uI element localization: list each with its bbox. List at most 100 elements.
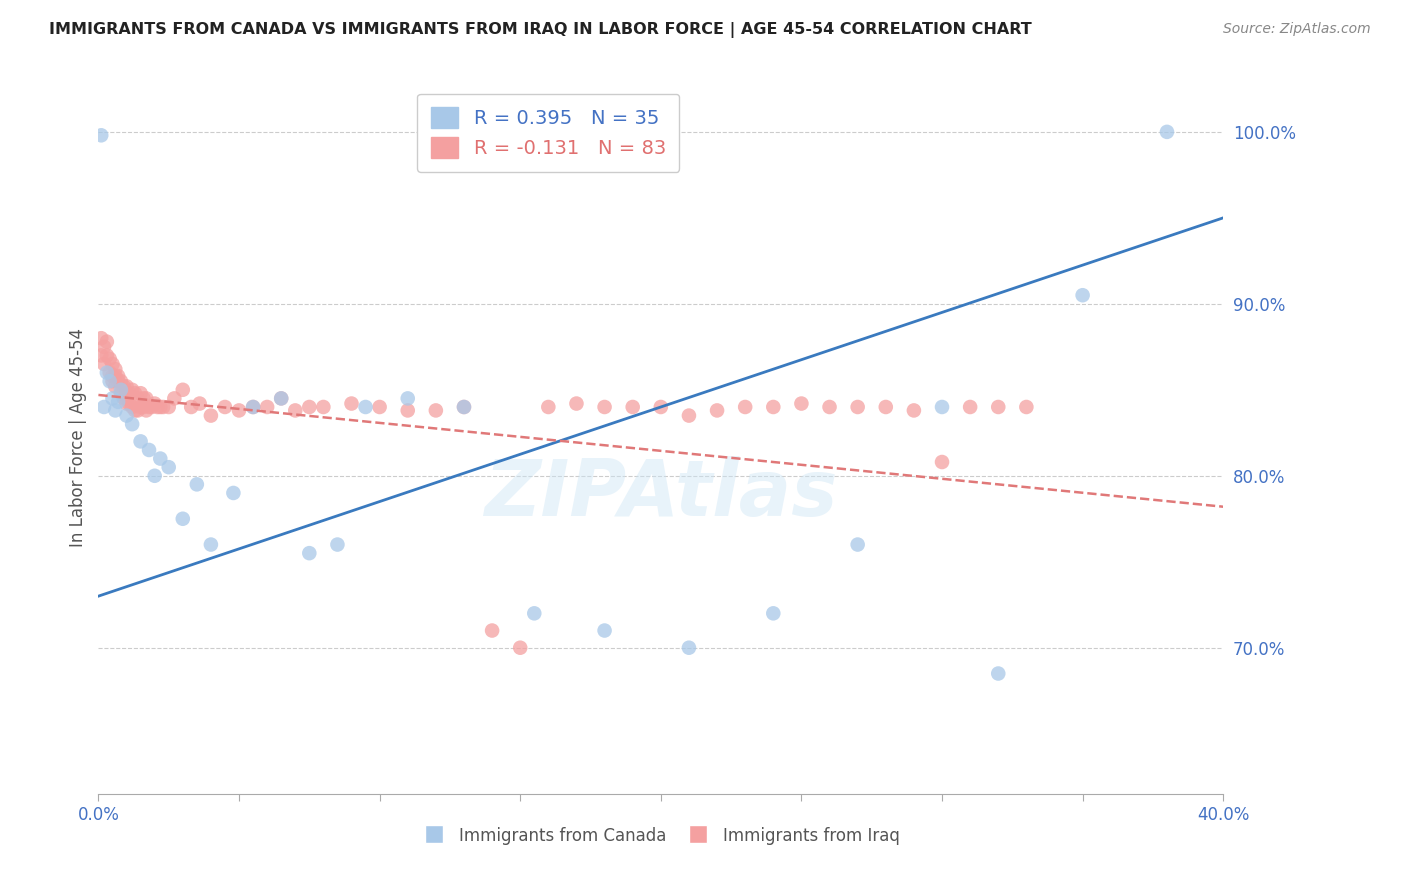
Point — [96, 334, 118, 349]
Point — [734, 400, 756, 414]
Point — [112, 379, 135, 393]
Point — [340, 396, 363, 410]
Point — [762, 607, 785, 621]
Point — [298, 400, 321, 414]
Point — [115, 396, 138, 410]
Point — [135, 403, 157, 417]
Point — [172, 512, 194, 526]
Point — [481, 624, 503, 638]
Point — [650, 400, 672, 414]
Point — [132, 400, 155, 414]
Point — [93, 340, 115, 354]
Point — [903, 403, 925, 417]
Point — [396, 403, 419, 417]
Point — [129, 434, 152, 449]
Point — [110, 386, 132, 401]
Point — [143, 396, 166, 410]
Point — [157, 460, 180, 475]
Point — [101, 357, 124, 371]
Point — [312, 400, 335, 414]
Point — [132, 392, 155, 406]
Point — [523, 607, 546, 621]
Point — [96, 348, 118, 362]
Point — [453, 400, 475, 414]
Point — [101, 369, 124, 384]
Point — [104, 403, 127, 417]
Point — [818, 400, 841, 414]
Point — [129, 400, 152, 414]
Point — [354, 400, 377, 414]
Point — [270, 392, 292, 406]
Point — [115, 392, 138, 406]
Point — [143, 468, 166, 483]
Point — [101, 392, 124, 406]
Point — [124, 403, 146, 417]
Point — [537, 400, 560, 414]
Point — [115, 386, 138, 401]
Point — [1071, 288, 1094, 302]
Point — [453, 400, 475, 414]
Point — [138, 400, 160, 414]
Point — [931, 455, 953, 469]
Point — [790, 396, 813, 410]
Point — [1015, 400, 1038, 414]
Point — [124, 386, 146, 401]
Point — [127, 392, 149, 406]
Point — [931, 400, 953, 414]
Point — [93, 400, 115, 414]
Point — [121, 383, 143, 397]
Text: IMMIGRANTS FROM CANADA VS IMMIGRANTS FROM IRAQ IN LABOR FORCE | AGE 45-54 CORREL: IMMIGRANTS FROM CANADA VS IMMIGRANTS FRO… — [49, 22, 1032, 38]
Point — [149, 451, 172, 466]
Point — [200, 537, 222, 551]
Point — [107, 374, 129, 388]
Point — [129, 386, 152, 401]
Point — [298, 546, 321, 560]
Point — [678, 640, 700, 655]
Point — [242, 400, 264, 414]
Point — [678, 409, 700, 423]
Point — [90, 331, 112, 345]
Point — [593, 624, 616, 638]
Point — [1156, 125, 1178, 139]
Point — [104, 362, 127, 376]
Point — [107, 394, 129, 409]
Point — [368, 400, 391, 414]
Point — [163, 392, 186, 406]
Point — [115, 409, 138, 423]
Point — [959, 400, 981, 414]
Point — [90, 348, 112, 362]
Point — [138, 442, 160, 457]
Point — [115, 379, 138, 393]
Point — [270, 392, 292, 406]
Point — [101, 374, 124, 388]
Point — [110, 383, 132, 397]
Point — [118, 386, 141, 401]
Point — [509, 640, 531, 655]
Y-axis label: In Labor Force | Age 45-54: In Labor Force | Age 45-54 — [69, 327, 87, 547]
Point — [121, 417, 143, 432]
Point — [621, 400, 644, 414]
Point — [152, 400, 174, 414]
Point — [593, 400, 616, 414]
Point — [157, 400, 180, 414]
Point — [846, 400, 869, 414]
Point — [110, 374, 132, 388]
Point — [186, 477, 208, 491]
Point — [846, 537, 869, 551]
Point — [706, 403, 728, 417]
Point — [200, 409, 222, 423]
Point — [93, 357, 115, 371]
Point — [104, 369, 127, 384]
Point — [127, 403, 149, 417]
Point — [256, 400, 278, 414]
Point — [98, 351, 121, 366]
Point — [987, 400, 1010, 414]
Point — [90, 128, 112, 143]
Point — [188, 396, 211, 410]
Text: ZIPAtlas: ZIPAtlas — [484, 456, 838, 533]
Point — [135, 392, 157, 406]
Point — [762, 400, 785, 414]
Point — [180, 400, 202, 414]
Point — [987, 666, 1010, 681]
Legend: Immigrants from Canada, Immigrants from Iraq: Immigrants from Canada, Immigrants from … — [413, 819, 908, 854]
